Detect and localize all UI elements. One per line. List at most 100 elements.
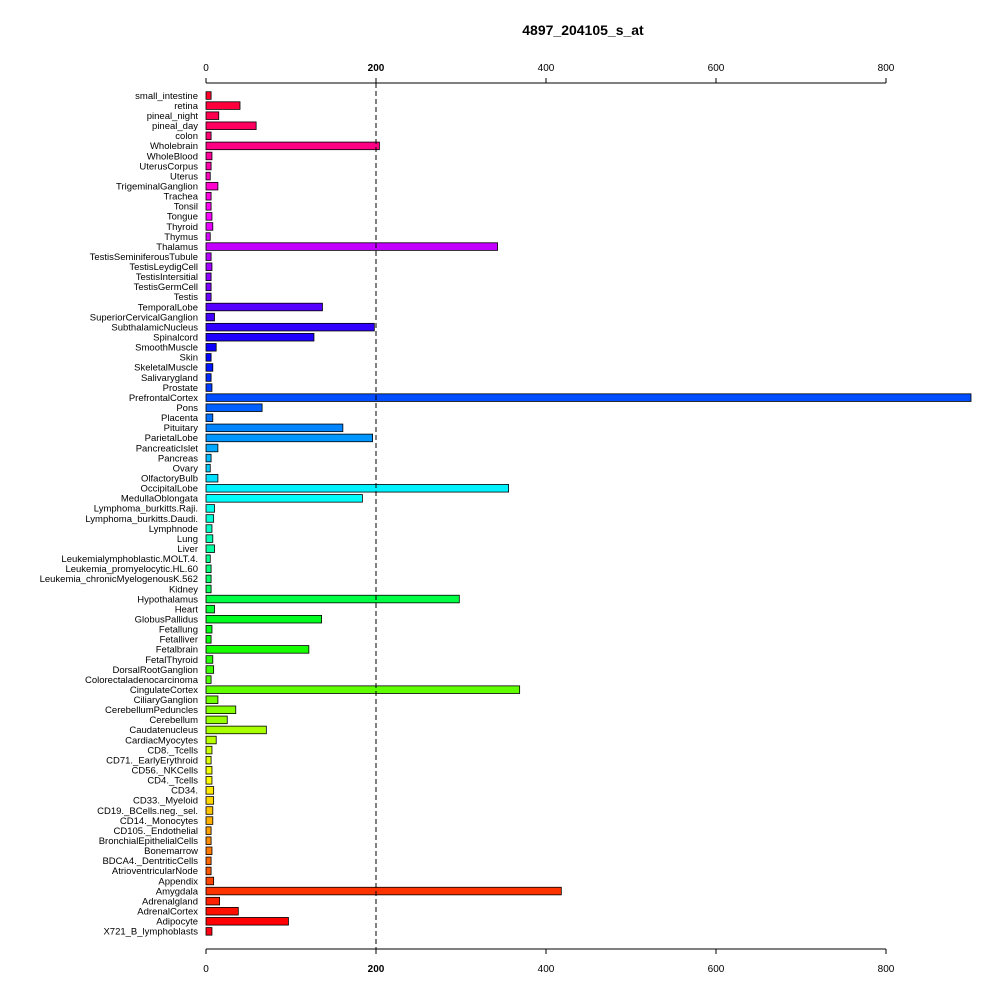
bar (205, 655, 214, 664)
category-label: Trachea (164, 192, 199, 203)
category-label: Kidney (169, 584, 198, 595)
category-label: CD14._Monocytes (120, 816, 198, 827)
bar (205, 252, 212, 261)
category-label: CerebellumPeduncles (105, 705, 198, 716)
category-label: GlobusPallidus (135, 614, 199, 625)
bar (205, 333, 315, 342)
bar (205, 564, 212, 574)
category-label: MedullaOblongata (121, 494, 199, 505)
bar (205, 625, 213, 634)
bottom-tick-label: 200 (368, 964, 385, 975)
category-label: OccipitalLobe (140, 484, 198, 495)
bar (205, 443, 219, 453)
bar (205, 222, 214, 231)
category-label: Testis (174, 292, 199, 303)
bar (205, 353, 212, 362)
category-label: AdrenalCortex (137, 907, 198, 918)
category-label: OlfactoryBulb (141, 474, 198, 485)
top-axis: 0 200 400 600 800 (203, 63, 895, 84)
category-label: Lung (177, 534, 198, 545)
bar (205, 806, 214, 815)
category-label: UterusCorpus (139, 161, 198, 172)
bottom-tick-label: 400 (538, 964, 555, 975)
bar (205, 453, 212, 463)
bar (205, 866, 212, 876)
bar (205, 917, 289, 926)
bars-group (205, 91, 972, 936)
bar (205, 403, 263, 412)
category-label: TrigeminalGanglion (116, 181, 198, 192)
bar (205, 534, 214, 543)
category-label: small_intestine (135, 91, 198, 102)
bar (205, 171, 211, 181)
category-label: Leukemia_promyelocytic.HL.60 (65, 564, 198, 575)
bar (205, 796, 215, 805)
category-label: CD34. (171, 786, 198, 797)
category-label: Lymphnode (149, 524, 198, 535)
bar (205, 343, 217, 352)
category-label: Caudatenucleus (129, 725, 198, 736)
bottom-tick-label: 600 (708, 964, 725, 975)
bar (205, 816, 214, 825)
category-label: Fetalbrain (156, 645, 198, 656)
category-label: Tonsil (174, 202, 198, 213)
category-label: CD4._Tcells (147, 776, 198, 787)
category-label: Pons (176, 403, 198, 414)
category-label: CD33._Myeloid (133, 796, 198, 807)
top-tick-label: 0 (203, 63, 209, 74)
bar (205, 846, 213, 855)
bar (205, 494, 363, 503)
category-label: Amygdala (156, 886, 199, 897)
category-label: SuperiorCervicalGanglion (90, 312, 198, 323)
bar (205, 594, 460, 604)
bar (205, 322, 375, 332)
category-label: Placenta (161, 413, 199, 424)
bar (205, 896, 221, 906)
category-label: Wholebrain (150, 141, 198, 152)
bar (205, 766, 213, 775)
bar (205, 282, 212, 292)
bottom-tick-label: 800 (878, 964, 895, 975)
category-labels-group: small_intestineretinapineal_nightpineal_… (40, 91, 199, 938)
bar (205, 181, 219, 191)
bar (205, 373, 212, 382)
category-label: TestisGermCell (134, 282, 198, 293)
category-label: Ovary (173, 463, 199, 474)
category-label: TestisIntersitial (136, 272, 198, 283)
bar (205, 202, 212, 211)
category-label: Heart (175, 604, 199, 615)
bar (205, 705, 237, 714)
category-label: Adipocyte (156, 917, 198, 928)
bar (205, 463, 211, 473)
bar (205, 111, 220, 120)
top-tick-label: 600 (708, 63, 725, 74)
bar (205, 272, 212, 281)
category-label: Leukemialymphoblastic.MOLT.4. (61, 554, 198, 565)
category-label: Adrenalgland (142, 896, 198, 907)
category-label: Tongue (167, 212, 198, 223)
bar (205, 776, 213, 785)
category-label: Spinalcord (153, 333, 198, 344)
category-label: CD71._EarlyErythroid (106, 755, 198, 766)
category-label: pineal_night (147, 111, 199, 122)
top-tick-label: 800 (878, 63, 895, 74)
bar (205, 302, 323, 312)
category-label: CiliaryGanglion (134, 695, 198, 706)
category-label: Thalamus (156, 242, 198, 253)
bottom-tick-label: 0 (203, 964, 209, 975)
bar (205, 886, 562, 896)
bar (205, 635, 212, 644)
category-label: retina (174, 101, 198, 112)
bar (205, 101, 241, 110)
bar (205, 161, 212, 171)
bar (205, 725, 267, 735)
bar (205, 755, 212, 765)
bar (205, 151, 213, 161)
category-label: X721_B_lymphoblasts (103, 927, 198, 938)
bar (205, 614, 322, 624)
bar (205, 735, 217, 745)
bar (205, 544, 215, 553)
bar (205, 131, 212, 141)
category-label: AtrioventricularNode (112, 866, 198, 877)
category-label: TemporalLobe (138, 302, 198, 313)
